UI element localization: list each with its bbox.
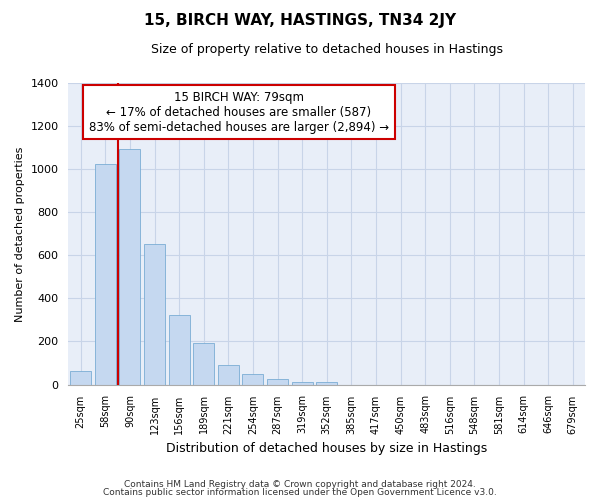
Y-axis label: Number of detached properties: Number of detached properties [15, 146, 25, 322]
Bar [292, 382, 313, 384]
Title: Size of property relative to detached houses in Hastings: Size of property relative to detached ho… [151, 42, 503, 56]
Bar [193, 342, 214, 384]
Text: Contains HM Land Registry data © Crown copyright and database right 2024.: Contains HM Land Registry data © Crown c… [124, 480, 476, 489]
Bar [267, 379, 288, 384]
Bar [95, 164, 116, 384]
Bar [242, 374, 263, 384]
Bar [119, 148, 140, 384]
Bar [316, 382, 337, 384]
Bar [144, 244, 165, 384]
X-axis label: Distribution of detached houses by size in Hastings: Distribution of detached houses by size … [166, 442, 487, 455]
Text: Contains public sector information licensed under the Open Government Licence v3: Contains public sector information licen… [103, 488, 497, 497]
Bar [70, 370, 91, 384]
Text: 15, BIRCH WAY, HASTINGS, TN34 2JY: 15, BIRCH WAY, HASTINGS, TN34 2JY [144, 12, 456, 28]
Bar [169, 314, 190, 384]
Text: 15 BIRCH WAY: 79sqm
← 17% of detached houses are smaller (587)
83% of semi-detac: 15 BIRCH WAY: 79sqm ← 17% of detached ho… [89, 90, 389, 134]
Bar [218, 365, 239, 384]
